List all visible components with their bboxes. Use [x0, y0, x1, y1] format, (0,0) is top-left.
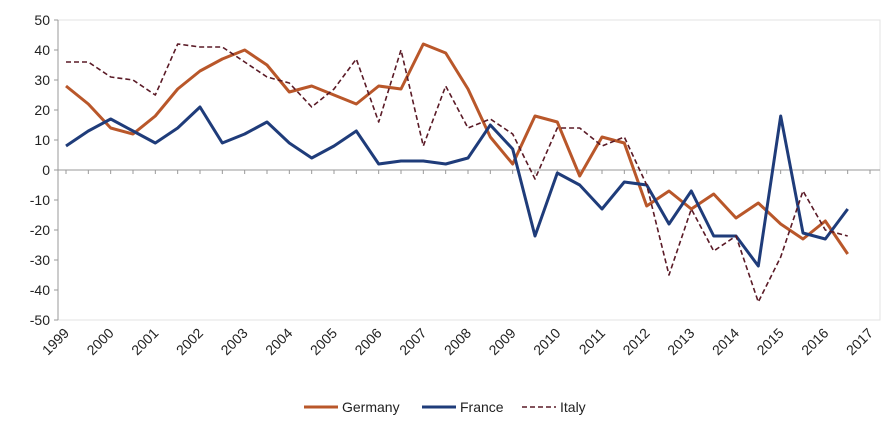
series-line	[65, 42, 849, 255]
series-line	[65, 105, 849, 268]
x-tick-label: 2009	[485, 325, 518, 358]
y-tick-label: -10	[30, 192, 50, 208]
x-tick-label: 2011	[576, 325, 609, 358]
series-line	[66, 43, 848, 303]
y-tick-label: 40	[34, 42, 50, 58]
y-tick-label: -50	[30, 312, 50, 328]
y-tick-label: 30	[34, 72, 50, 88]
legend-label: Germany	[342, 399, 400, 415]
y-tick-label: -20	[30, 222, 50, 238]
x-tick-label: 2005	[307, 325, 340, 358]
x-tick-label: 2002	[173, 325, 206, 358]
y-tick-label: -40	[30, 282, 50, 298]
x-tick-label: 2012	[619, 325, 652, 358]
y-tick-label: 10	[34, 132, 50, 148]
x-tick-label: 2016	[798, 325, 831, 358]
x-tick-label: 2006	[351, 325, 384, 358]
y-tick-label: -30	[30, 252, 50, 268]
x-tick-label: 2007	[396, 325, 429, 358]
x-tick-label: 2015	[753, 325, 786, 358]
x-tick-label: 2004	[262, 325, 295, 358]
x-tick-label: 2010	[530, 325, 563, 358]
x-tick-label: 2013	[664, 325, 697, 358]
x-tick-label: 1999	[39, 325, 72, 358]
x-tick-label: 2008	[441, 325, 474, 358]
legend-label: France	[460, 399, 504, 415]
x-tick-label: 2003	[217, 325, 250, 358]
x-tick-label: 2001	[128, 325, 161, 358]
x-tick-label: 2000	[83, 325, 116, 358]
y-tick-label: 0	[42, 162, 50, 178]
x-tick-label: 2017	[843, 325, 876, 358]
legend-label: Italy	[560, 399, 586, 415]
y-tick-label: 50	[34, 12, 50, 28]
y-tick-label: 20	[34, 102, 50, 118]
x-tick-label: 2014	[709, 325, 742, 358]
